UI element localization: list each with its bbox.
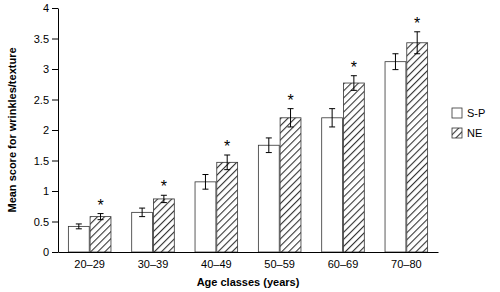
- y-tick: 2.5: [34, 94, 58, 106]
- x-tick: 50–59: [264, 252, 295, 270]
- x-tick: 30–39: [138, 252, 169, 270]
- y-tick: 1.5: [34, 155, 58, 167]
- bar: [68, 226, 89, 252]
- y-axis-line: [58, 9, 59, 253]
- y-tick-mark: [52, 8, 58, 9]
- bar: [280, 118, 301, 252]
- error-bar: [202, 175, 208, 190]
- y-tick-mark: [52, 252, 58, 253]
- y-tick-mark: [52, 191, 58, 192]
- bars: [68, 32, 427, 252]
- y-tick-label: 0.5: [34, 216, 49, 228]
- y-tick-label: 1: [43, 185, 49, 197]
- y-tick: 3.5: [34, 33, 58, 45]
- x-axis: 20–29 30–39 40–49 50–59 60–69 70–80: [59, 252, 439, 270]
- y-tick-label: 2: [43, 124, 49, 136]
- error-bar: [224, 155, 230, 170]
- legend-item: NE: [452, 127, 482, 139]
- x-tick: 40–49: [201, 252, 232, 270]
- error-bar: [392, 54, 398, 70]
- x-axis-title: Age classes (years): [197, 276, 300, 288]
- error-bar: [266, 138, 272, 153]
- y-tick: 0: [43, 246, 58, 258]
- error-bar: [351, 76, 357, 91]
- y-tick-mark: [52, 100, 58, 101]
- legend-swatch: [452, 128, 462, 138]
- x-tick-label: 70–80: [391, 258, 422, 270]
- x-tick: 20–29: [74, 252, 105, 270]
- plot: 0 0.5 1 1.5 2 2.5 3 3.5 4 20–29 30–39 40–49 50–59 60–…: [34, 2, 439, 270]
- legend-item: S-P: [452, 107, 485, 119]
- x-axis-line: [59, 252, 439, 253]
- annotation: *: [351, 59, 357, 76]
- y-tick-mark: [52, 39, 58, 40]
- bar: [90, 217, 111, 252]
- y-tick-label: 2.5: [34, 94, 49, 106]
- legend-label: NE: [467, 127, 482, 139]
- bar: [322, 118, 343, 252]
- annotation: *: [287, 92, 293, 109]
- y-tick-mark: [52, 161, 58, 162]
- y-tick-mark: [52, 222, 58, 223]
- x-tick: 70–80: [391, 252, 422, 270]
- bar: [217, 162, 238, 252]
- y-tick: 4: [43, 2, 58, 14]
- bar: [195, 182, 216, 252]
- error-bar: [98, 214, 104, 220]
- bar: [343, 83, 364, 252]
- x-tick-label: 20–29: [74, 258, 105, 270]
- bar: [153, 199, 174, 252]
- y-tick-label: 4: [43, 2, 49, 14]
- error-bar: [414, 32, 420, 54]
- legend-label: S-P: [467, 107, 485, 119]
- legend-swatch: [452, 108, 462, 118]
- chart: 0 0.5 1 1.5 2 2.5 3 3.5 4 20–29 30–39 40–49 50–59 60–…: [0, 0, 500, 292]
- y-tick-label: 3: [43, 63, 49, 75]
- error-bar: [76, 224, 82, 229]
- error-bar: [329, 109, 335, 127]
- y-tick-label: 3.5: [34, 33, 49, 45]
- y-tick: 1: [43, 185, 58, 197]
- y-axis-title: Mean score for wrinkles/texture: [6, 47, 18, 212]
- annotation: *: [414, 15, 420, 32]
- x-tick-label: 60–69: [328, 258, 359, 270]
- bar: [385, 62, 406, 252]
- y-tick-mark: [52, 130, 58, 131]
- error-bar: [161, 195, 167, 202]
- x-tick-label: 40–49: [201, 258, 232, 270]
- x-tick-label: 50–59: [264, 258, 295, 270]
- y-tick: 0.5: [34, 216, 58, 228]
- legend: S-P NE: [452, 107, 485, 139]
- annotation: *: [161, 178, 167, 195]
- error-bar: [288, 109, 294, 127]
- y-tick-label: 0: [43, 246, 49, 258]
- bar: [407, 43, 428, 252]
- annotation: *: [97, 197, 103, 214]
- x-tick-label: 30–39: [138, 258, 169, 270]
- y-tick-label: 1.5: [34, 155, 49, 167]
- y-axis: 0 0.5 1 1.5 2 2.5 3 3.5 4: [34, 2, 59, 258]
- y-tick: 3: [43, 63, 58, 75]
- bar: [132, 212, 153, 252]
- y-tick: 2: [43, 124, 58, 136]
- bar: [258, 145, 279, 252]
- error-bar: [139, 208, 145, 217]
- annotation: *: [224, 138, 230, 155]
- y-tick-mark: [52, 69, 58, 70]
- x-tick: 60–69: [328, 252, 359, 270]
